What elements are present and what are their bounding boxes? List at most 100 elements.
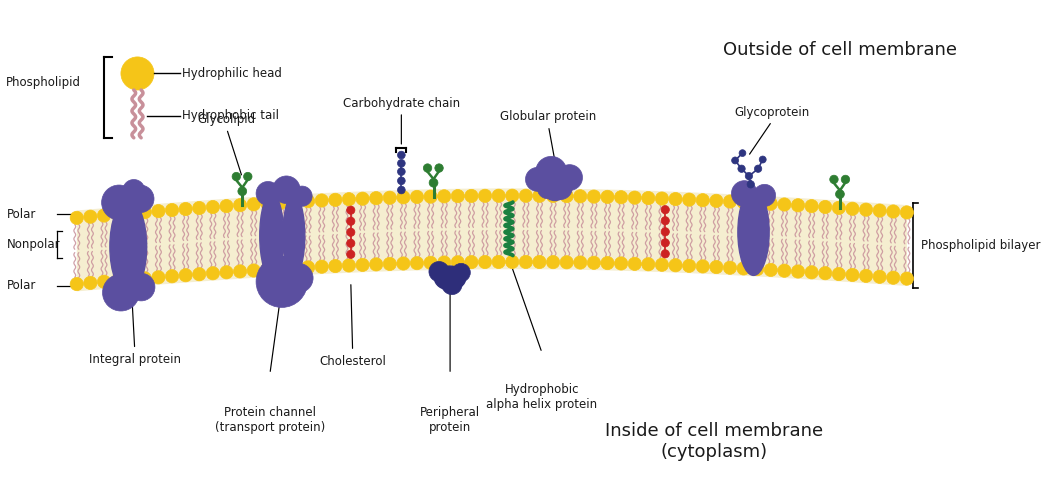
Polygon shape — [76, 188, 907, 292]
Circle shape — [274, 196, 288, 209]
Circle shape — [220, 200, 233, 212]
Circle shape — [710, 260, 723, 274]
Circle shape — [451, 256, 464, 269]
Circle shape — [138, 272, 152, 285]
Circle shape — [124, 273, 138, 286]
Circle shape — [452, 264, 471, 281]
Circle shape — [710, 194, 723, 207]
Circle shape — [753, 184, 775, 206]
Circle shape — [256, 256, 308, 308]
Circle shape — [206, 200, 220, 213]
Text: Globular protein: Globular protein — [500, 110, 596, 123]
Circle shape — [538, 178, 558, 199]
Text: Hydrophobic tail: Hydrophobic tail — [182, 110, 278, 122]
Circle shape — [683, 259, 696, 272]
Circle shape — [536, 156, 567, 188]
Circle shape — [397, 186, 405, 194]
Circle shape — [724, 261, 736, 274]
Circle shape — [519, 256, 532, 268]
Circle shape — [260, 197, 274, 210]
Circle shape — [424, 190, 437, 203]
Circle shape — [165, 270, 179, 283]
Circle shape — [846, 202, 859, 215]
Circle shape — [792, 265, 804, 278]
Circle shape — [283, 264, 313, 292]
Circle shape — [833, 201, 845, 214]
Circle shape — [751, 196, 764, 209]
Circle shape — [600, 256, 614, 270]
Circle shape — [573, 256, 587, 269]
Circle shape — [396, 257, 410, 270]
Text: Inside of cell membrane
(cytoplasm): Inside of cell membrane (cytoplasm) — [605, 422, 823, 461]
Circle shape — [84, 276, 97, 289]
Ellipse shape — [737, 189, 769, 276]
Circle shape — [97, 209, 111, 222]
Circle shape — [192, 202, 206, 214]
Circle shape — [397, 151, 405, 159]
Circle shape — [244, 172, 252, 181]
Circle shape — [328, 260, 342, 272]
Circle shape — [751, 262, 764, 276]
Circle shape — [532, 256, 546, 268]
Circle shape — [424, 256, 437, 270]
Text: Peripheral
protein: Peripheral protein — [420, 406, 480, 434]
Circle shape — [765, 197, 777, 210]
Text: Phospholipid: Phospholipid — [6, 76, 81, 89]
Circle shape — [111, 208, 124, 221]
Circle shape — [274, 262, 288, 276]
Circle shape — [383, 258, 396, 270]
Circle shape — [464, 256, 478, 269]
Circle shape — [661, 206, 669, 214]
Circle shape — [661, 228, 669, 236]
Circle shape — [437, 190, 451, 203]
Circle shape — [233, 198, 247, 212]
Text: Phospholipid bilayer: Phospholipid bilayer — [920, 239, 1041, 252]
Circle shape — [765, 264, 777, 276]
Circle shape — [560, 256, 573, 269]
Circle shape — [587, 256, 600, 270]
Circle shape — [410, 190, 424, 203]
Circle shape — [101, 185, 137, 220]
Circle shape — [179, 268, 192, 282]
Circle shape — [887, 271, 900, 284]
Circle shape — [260, 263, 274, 276]
Circle shape — [519, 189, 532, 202]
Circle shape — [273, 176, 300, 204]
Ellipse shape — [546, 188, 564, 200]
Text: Protein channel
(transport protein): Protein channel (transport protein) — [214, 406, 325, 434]
Circle shape — [328, 193, 342, 206]
Text: Glycolipid: Glycolipid — [198, 113, 255, 126]
Text: Hydrophobic
alpha helix protein: Hydrophobic alpha helix protein — [486, 384, 597, 411]
Circle shape — [346, 250, 355, 258]
Circle shape — [860, 203, 872, 216]
Circle shape — [697, 260, 709, 273]
Circle shape — [548, 176, 572, 200]
Circle shape — [122, 180, 144, 202]
Circle shape — [792, 198, 804, 212]
Circle shape — [124, 206, 138, 220]
Circle shape — [165, 204, 179, 216]
Circle shape — [641, 258, 655, 271]
Ellipse shape — [282, 196, 304, 276]
Circle shape — [846, 268, 859, 281]
Circle shape — [731, 157, 738, 164]
Circle shape — [435, 164, 444, 172]
Circle shape — [369, 192, 383, 205]
Circle shape — [805, 200, 818, 213]
Circle shape — [525, 168, 549, 192]
Circle shape — [819, 200, 832, 213]
Circle shape — [342, 192, 356, 206]
Circle shape — [424, 164, 432, 172]
Circle shape — [127, 185, 154, 212]
Circle shape — [346, 239, 355, 248]
Circle shape — [429, 262, 449, 281]
Circle shape — [587, 190, 600, 203]
Circle shape — [724, 195, 736, 208]
Circle shape — [70, 211, 84, 224]
Circle shape — [247, 198, 260, 211]
Circle shape — [369, 258, 383, 271]
Circle shape — [747, 180, 754, 188]
Circle shape — [84, 210, 97, 224]
Circle shape — [111, 274, 124, 287]
Circle shape — [232, 172, 241, 181]
